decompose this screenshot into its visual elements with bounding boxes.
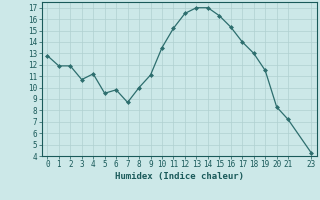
X-axis label: Humidex (Indice chaleur): Humidex (Indice chaleur) <box>115 172 244 181</box>
